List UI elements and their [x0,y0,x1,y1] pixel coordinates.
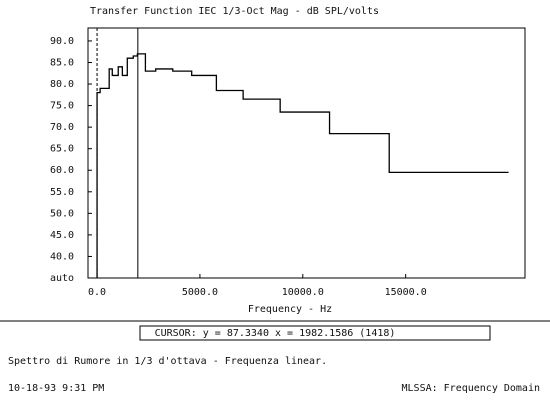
cursor-box [139,325,491,341]
chart-title: Transfer Function IEC 1/3-Oct Mag - dB S… [90,6,379,17]
x-tick-label: 10000.0 [282,287,324,298]
plot-frame [87,27,526,279]
x-tick-label: 0.0 [88,287,106,298]
y-tick-label: 60.0 [50,165,74,176]
y-tick-label: 65.0 [50,144,74,155]
timestamp: 10-18-93 9:31 PM [8,383,104,394]
y-tick-label: 40.0 [50,251,74,262]
x-axis-label: Frequency - Hz [248,304,332,315]
y-tick-label: 55.0 [50,187,74,198]
response-line [96,53,509,278]
y-tick-label: 90.0 [50,36,74,47]
y-tick-label: 75.0 [50,101,74,112]
x-tick-label: 15000.0 [385,287,427,298]
y-tick-label: auto [50,273,74,284]
y-tick-label: 45.0 [50,230,74,241]
y-tick-label: 85.0 [50,57,74,68]
cursor-readout: CURSOR: y = 87.3340 x = 1982.1586 (1418) [155,328,396,339]
y-tick-label: 50.0 [50,208,74,219]
y-tick-label: 70.0 [50,122,74,133]
x-tick-label: 5000.0 [182,287,218,298]
footer: MLSSA: Frequency Domain [402,383,540,394]
description: Spettro di Rumore in 1/3 d'ottava - Freq… [8,356,327,367]
y-tick-label: 80.0 [50,79,74,90]
